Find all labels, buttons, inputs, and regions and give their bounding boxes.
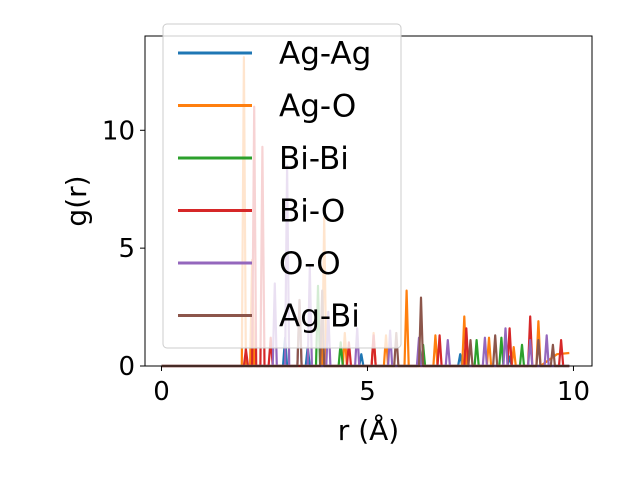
x-tick-label: 5 [359, 377, 376, 407]
legend: Ag-Ag Ag-O Bi-Bi Bi-O O-O Ag-Bi [162, 23, 402, 349]
x-tick-label: 0 [153, 377, 170, 407]
y-tick-label: 10 [102, 116, 135, 146]
legend-label: Ag-O [279, 89, 356, 125]
y-tick-label: 0 [118, 352, 135, 382]
y-tick-label: 5 [118, 234, 135, 264]
axes-layer: 0 5 10 0 5 10 [102, 116, 590, 407]
y-axis-label: g(r) [60, 175, 93, 226]
x-axis-label: r (Å) [338, 413, 399, 447]
legend-label: Bi-Bi [279, 141, 349, 177]
legend-label: Ag-Bi [279, 299, 360, 335]
x-tick-label: 10 [557, 377, 590, 407]
legend-label: Ag-Ag [279, 36, 371, 72]
legend-label: Bi-O [279, 194, 345, 230]
legend-label: O-O [279, 246, 341, 282]
